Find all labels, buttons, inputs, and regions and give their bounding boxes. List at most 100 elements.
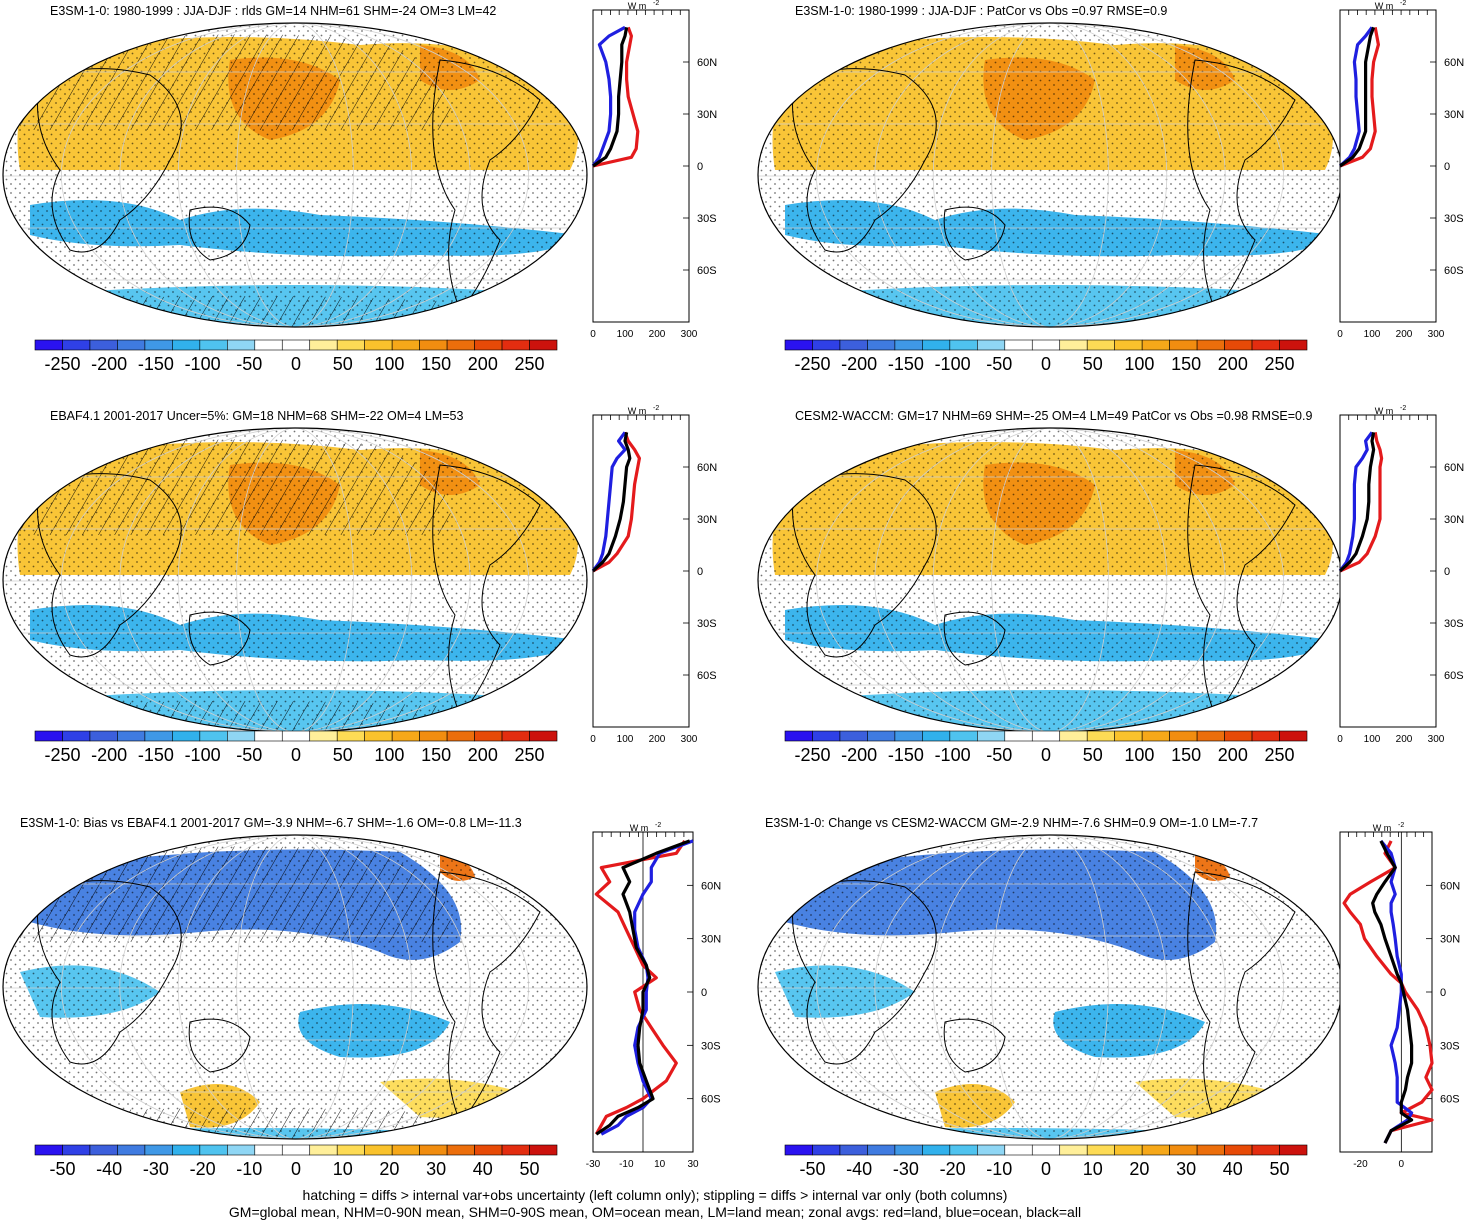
colorbar-swatch <box>144 730 173 742</box>
colorbar-swatch <box>1196 339 1225 351</box>
colorbar-swatch <box>1141 1144 1170 1156</box>
colorbar-tick-label: -50 <box>986 745 1012 765</box>
latitude-tick-label: 60S <box>697 670 717 682</box>
colorbar-swatch <box>309 339 338 351</box>
colorbar-swatch <box>281 339 311 351</box>
colorbar-tick-label: -200 <box>841 354 877 374</box>
latitude-tick-label: 30S <box>697 618 717 630</box>
colorbar-swatch <box>62 339 91 351</box>
land-zonal-line <box>592 26 640 168</box>
colorbar-swatch <box>922 1144 951 1156</box>
value-tick-label: 0 <box>1337 734 1343 745</box>
colorbar: -50 -40 -30 -20 -10 0 10 20 30 40 50 <box>784 1144 1308 1179</box>
value-tick-label: -30 <box>586 1159 601 1170</box>
colorbar-swatch <box>1114 339 1143 351</box>
colorbar-tick-label: 10 <box>333 1159 353 1179</box>
colorbar-swatch <box>144 339 173 351</box>
value-tick-label: 300 <box>681 734 698 745</box>
colorbar-swatch <box>501 730 530 742</box>
colorbar-swatch <box>419 1144 448 1156</box>
colorbar-tick-label: 50 <box>1083 354 1103 374</box>
panel-title: E3SM-1-0: 1980-1999 : JJA-DJF : rlds GM=… <box>50 4 496 18</box>
value-tick-label: 200 <box>649 329 666 340</box>
panel-change-vs-cesm2: E3SM-1-0: Change vs CESM2-WACCM GM=-2.9 … <box>745 812 1483 1192</box>
colorbar-swatch <box>949 730 978 742</box>
colorbar-tick-label: 0 <box>1041 745 1051 765</box>
latitude-tick-label: 0 <box>697 566 703 578</box>
colorbar-swatch <box>254 339 283 351</box>
colorbar-swatch <box>867 730 896 742</box>
latitude-tick-label: 0 <box>1444 566 1450 578</box>
colorbar-tick-label: 50 <box>333 354 353 374</box>
colorbar-tick-label: -100 <box>185 354 221 374</box>
latitude-tick-label: 30N <box>697 109 717 121</box>
colorbar-tick-label: -150 <box>138 745 174 765</box>
panel-patcor-e3sm: E3SM-1-0: 1980-1999 : JJA-DJF : PatCor v… <box>745 0 1483 395</box>
panel-svg: E3SM-1-0: Bias vs EBAF4.1 2001-2017 GM=-… <box>2 816 721 1179</box>
colorbar-swatch <box>1004 339 1033 351</box>
colorbar-tick-label: -50 <box>986 354 1012 374</box>
land-zonal-line <box>592 431 642 573</box>
colorbar-tick-label: 0 <box>291 354 301 374</box>
latitude-tick-label: 60N <box>697 57 717 69</box>
colorbar-swatch <box>1169 1144 1198 1156</box>
colorbar-swatch <box>839 730 868 742</box>
colorbar-swatch <box>1279 730 1308 742</box>
colorbar-swatch <box>529 1144 558 1156</box>
unit-label: W m <box>628 406 647 416</box>
colorbar-swatch <box>474 730 503 742</box>
latitude-tick-label: 0 <box>1444 161 1450 173</box>
panel-svg: E3SM-1-0: 1980-1999 : JJA-DJF : rlds GM=… <box>2 0 717 374</box>
land-zonal-line <box>1339 27 1381 168</box>
latitude-tick-label: 60N <box>1440 880 1460 892</box>
colorbar-swatch <box>977 1144 1006 1156</box>
colorbar-swatch <box>172 730 201 742</box>
value-tick-label: 100 <box>1364 734 1381 745</box>
value-tick-label: 300 <box>1428 329 1445 340</box>
latitude-tick-label: 30N <box>1444 514 1464 526</box>
unit-superscript: -2 <box>653 0 659 7</box>
colorbar-swatch <box>474 339 503 351</box>
colorbar-tick-label: -100 <box>935 354 971 374</box>
colorbar-tick-label: 40 <box>473 1159 493 1179</box>
colorbar-tick-label: -50 <box>799 1159 825 1179</box>
colorbar-swatch <box>529 730 558 742</box>
map-area <box>757 22 1343 328</box>
colorbar-swatch <box>1251 730 1280 742</box>
map-area <box>2 834 588 1140</box>
colorbar-swatch <box>364 730 393 742</box>
colorbar-tick-label: 30 <box>1176 1159 1196 1179</box>
colorbar-swatch <box>922 730 951 742</box>
colorbar-swatch <box>254 1144 283 1156</box>
colorbar-swatch <box>784 1144 813 1156</box>
colorbar-swatch <box>172 339 201 351</box>
colorbar-tick-label: 100 <box>374 745 404 765</box>
unit-label: W m <box>630 823 649 833</box>
latitude-tick-label: 60N <box>701 880 721 892</box>
colorbar-swatch <box>117 339 146 351</box>
colorbar-tick-label: 150 <box>1171 745 1201 765</box>
map-area <box>2 22 588 328</box>
panel-rlds-e3sm-climatology: E3SM-1-0: 1980-1999 : JJA-DJF : rlds GM=… <box>0 0 745 395</box>
colorbar-tick-label: 0 <box>291 745 301 765</box>
latitude-tick-label: 0 <box>701 987 707 999</box>
colorbar-swatch <box>812 730 841 742</box>
panel-title: EBAF4.1 2001-2017 Uncer=5%: GM=18 NHM=68… <box>50 409 463 423</box>
colorbar-swatch <box>839 339 868 351</box>
latitude-tick-label: 60N <box>1444 57 1464 69</box>
footer-hatching-note: hatching = diffs > internal var+obs unce… <box>302 1187 1008 1203</box>
latitude-tick-label: 30S <box>1444 618 1464 630</box>
colorbar-swatch <box>1141 730 1170 742</box>
value-tick-label: 30 <box>687 1159 699 1170</box>
panel-title: CESM2-WACCM: GM=17 NHM=69 SHM=-25 OM=4 L… <box>795 409 1312 423</box>
colorbar-tick-label: 150 <box>421 354 451 374</box>
colorbar-tick-label: -30 <box>893 1159 919 1179</box>
colorbar-swatch <box>336 730 365 742</box>
value-tick-label: 200 <box>1396 329 1413 340</box>
colorbar-tick-label: -200 <box>91 354 127 374</box>
colorbar-tick-label: -50 <box>236 745 262 765</box>
colorbar-tick-label: -250 <box>44 745 80 765</box>
colorbar-swatch <box>89 339 118 351</box>
colorbar-swatch <box>1224 730 1253 742</box>
colorbar-tick-label: -100 <box>185 745 221 765</box>
